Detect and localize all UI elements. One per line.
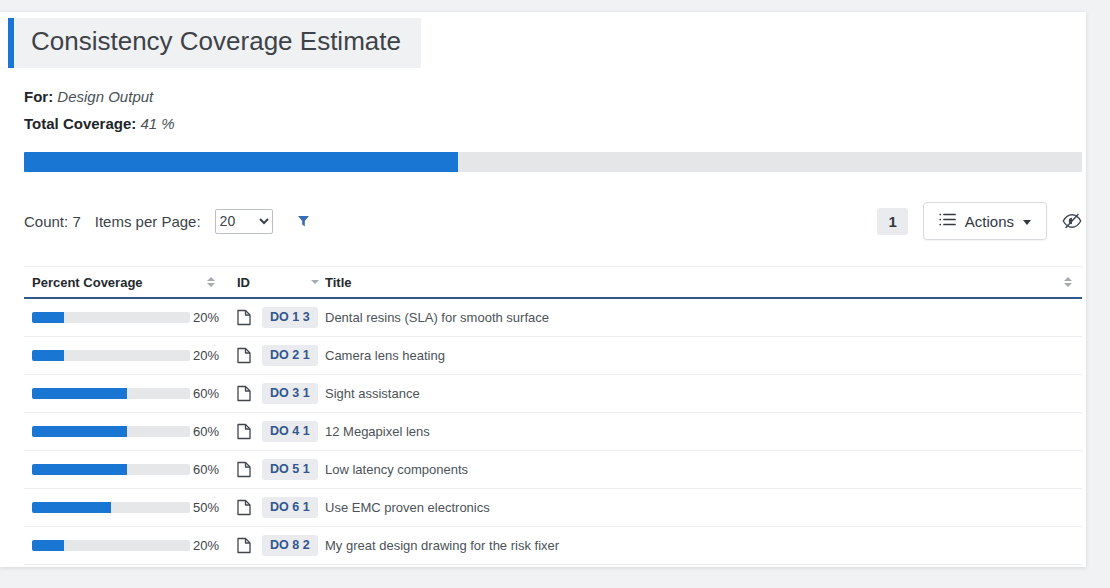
count-label: Count:	[24, 213, 68, 230]
table-row[interactable]: 20% DO 8 2 My great design drawing for t…	[24, 527, 1082, 565]
sort-icon-id	[311, 280, 319, 284]
row-percent-value: 50%	[193, 500, 219, 515]
id-cell: DO 3 1	[221, 383, 325, 404]
row-coverage-bar	[32, 350, 190, 361]
table-row[interactable]: 60% DO 5 1 Low latency components	[24, 451, 1082, 489]
actions-button-label: Actions	[965, 213, 1014, 230]
item-id-badge[interactable]: DO 1 3	[262, 307, 318, 328]
id-cell: DO 4 1	[221, 421, 325, 442]
row-percent-value: 20%	[193, 538, 219, 553]
row-coverage-bar-fill	[32, 426, 127, 437]
file-icon	[237, 537, 251, 554]
column-header-id[interactable]: ID	[221, 275, 325, 290]
list-icon	[939, 212, 956, 230]
sort-icon-title	[1064, 277, 1072, 287]
row-coverage-bar-fill	[32, 312, 64, 323]
percent-coverage-cell: 50%	[24, 500, 221, 515]
item-title: Camera lens heating	[325, 348, 1082, 363]
row-percent-value: 60%	[193, 462, 219, 477]
file-icon	[237, 499, 251, 516]
file-icon	[237, 347, 251, 364]
row-coverage-bar-fill	[32, 350, 64, 361]
item-title: Use EMC proven electronics	[325, 500, 1082, 515]
item-id-badge[interactable]: DO 3 1	[262, 383, 318, 404]
row-coverage-bar-fill	[32, 540, 64, 551]
percent-coverage-cell: 60%	[24, 386, 221, 401]
coverage-for-line: For: Design Output	[24, 88, 1082, 105]
row-coverage-bar	[32, 464, 190, 475]
sort-icon-percent-coverage	[207, 277, 215, 287]
id-cell: DO 5 1	[221, 459, 325, 480]
item-id-badge[interactable]: DO 8 2	[262, 535, 318, 556]
total-coverage-label: Total Coverage:	[24, 115, 136, 132]
total-coverage-bar	[24, 152, 1082, 172]
table-header-row: Percent Coverage ID Title	[24, 266, 1082, 299]
row-coverage-bar-fill	[32, 464, 127, 475]
table-row[interactable]: 20% DO 2 1 Camera lens heating	[24, 337, 1082, 375]
row-percent-value: 60%	[193, 424, 219, 439]
for-label: For:	[24, 88, 53, 105]
table-row[interactable]: 50% DO 6 1 Use EMC proven electronics	[24, 489, 1082, 527]
filter-icon[interactable]	[297, 215, 310, 228]
row-percent-value: 20%	[193, 348, 219, 363]
coverage-table: Percent Coverage ID Title	[24, 266, 1082, 565]
percent-coverage-cell: 20%	[24, 538, 221, 553]
column-header-title[interactable]: Title	[325, 275, 1082, 290]
items-per-page-label: Items per Page:	[95, 213, 201, 230]
id-cell: DO 8 2	[221, 535, 325, 556]
item-id-badge[interactable]: DO 6 1	[262, 497, 318, 518]
row-coverage-bar	[32, 426, 190, 437]
count-value: 7	[72, 213, 80, 230]
page-title: Consistency Coverage Estimate	[14, 18, 421, 68]
content-card: Consistency Coverage Estimate For: Desig…	[0, 12, 1086, 567]
file-icon	[237, 423, 251, 440]
row-coverage-bar-fill	[32, 502, 111, 513]
id-cell: DO 6 1	[221, 497, 325, 518]
row-coverage-bar	[32, 388, 190, 399]
table-body: 20% DO 1 3 Dental resins (SLA) for smoot…	[24, 299, 1082, 565]
table-row[interactable]: 60% DO 4 1 12 Megapixel lens	[24, 413, 1082, 451]
page-header: Consistency Coverage Estimate	[8, 18, 421, 68]
table-row[interactable]: 60% DO 3 1 Sight assistance	[24, 375, 1082, 413]
item-title: Dental resins (SLA) for smooth surface	[325, 310, 1082, 325]
for-value: Design Output	[57, 88, 153, 105]
actions-button[interactable]: Actions	[923, 202, 1047, 240]
item-id-badge[interactable]: DO 4 1	[262, 421, 318, 442]
item-title: My great design drawing for the risk fix…	[325, 538, 1082, 553]
row-coverage-bar-fill	[32, 388, 127, 399]
item-id-badge[interactable]: DO 2 1	[262, 345, 318, 366]
percent-coverage-cell: 60%	[24, 462, 221, 477]
toolbar: Count: 7 Items per Page: 20 1	[24, 202, 1082, 240]
count-text: Count: 7	[24, 213, 81, 230]
id-cell: DO 2 1	[221, 345, 325, 366]
row-coverage-bar	[32, 312, 190, 323]
total-coverage-value: 41 %	[140, 115, 174, 132]
item-title: Sight assistance	[325, 386, 1082, 401]
percent-coverage-cell: 60%	[24, 424, 221, 439]
eye-slash-icon[interactable]	[1062, 213, 1082, 229]
percent-coverage-cell: 20%	[24, 348, 221, 363]
table-row[interactable]: 20% DO 1 3 Dental resins (SLA) for smoot…	[24, 299, 1082, 337]
file-icon	[237, 385, 251, 402]
row-coverage-bar	[32, 502, 190, 513]
file-icon	[237, 461, 251, 478]
items-per-page-select[interactable]: 20	[215, 209, 273, 234]
id-cell: DO 1 3	[221, 307, 325, 328]
item-id-badge[interactable]: DO 5 1	[262, 459, 318, 480]
item-title: Low latency components	[325, 462, 1082, 477]
coverage-total-line: Total Coverage: 41 %	[24, 115, 1082, 132]
column-header-percent-coverage[interactable]: Percent Coverage	[24, 275, 221, 290]
file-icon	[237, 309, 251, 326]
caret-down-icon	[1023, 220, 1031, 225]
row-coverage-bar	[32, 540, 190, 551]
percent-coverage-cell: 20%	[24, 310, 221, 325]
row-percent-value: 20%	[193, 310, 219, 325]
item-title: 12 Megapixel lens	[325, 424, 1082, 439]
pagination-page-1-button[interactable]: 1	[877, 208, 907, 235]
total-coverage-bar-fill	[24, 152, 458, 172]
row-percent-value: 60%	[193, 386, 219, 401]
